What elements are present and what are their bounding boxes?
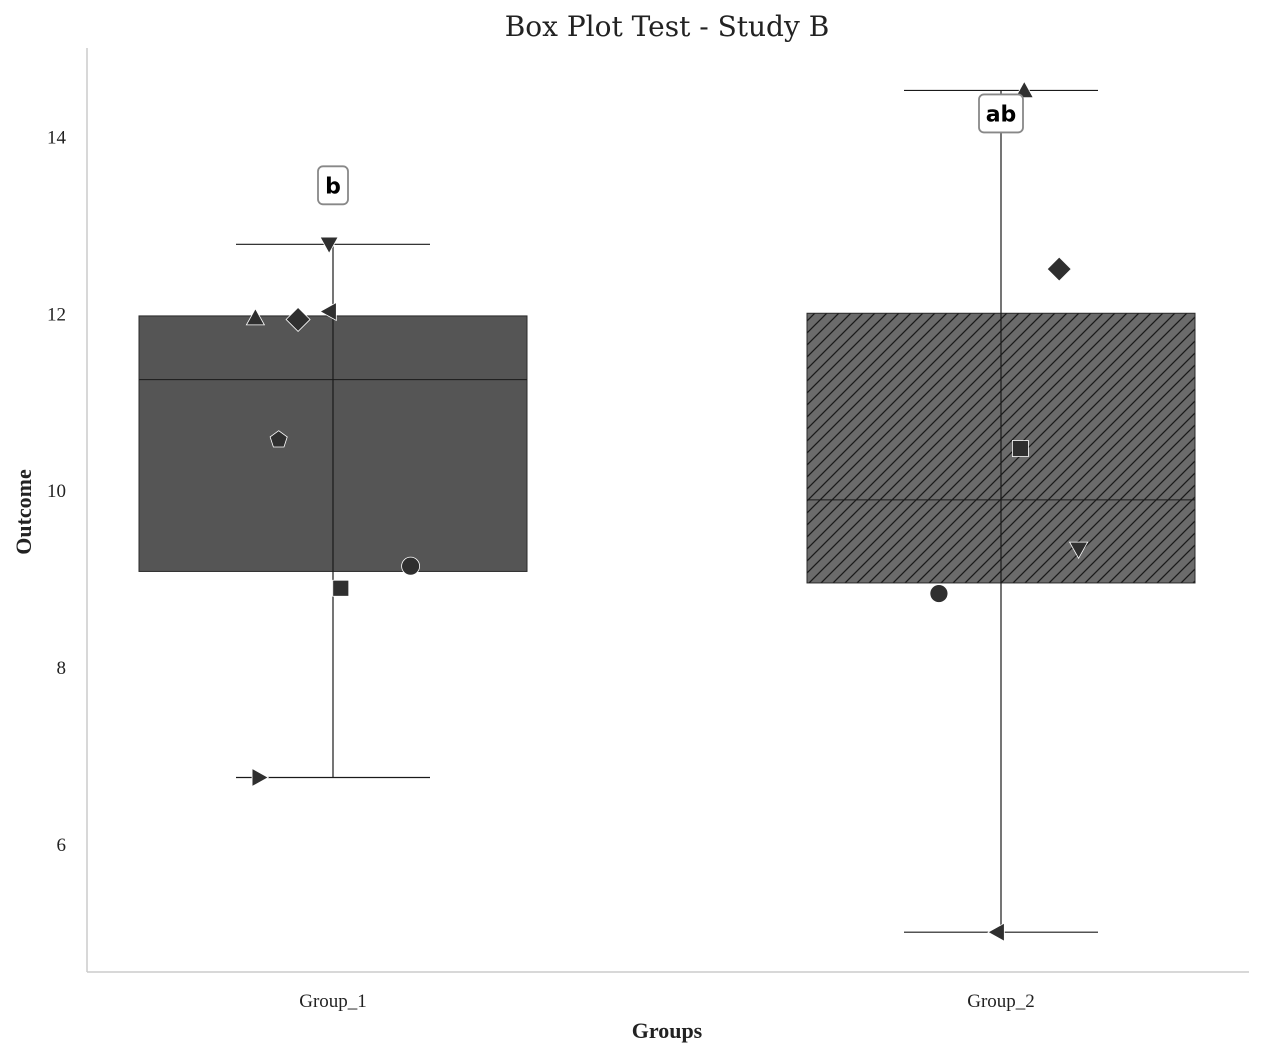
x-tick-label-group-2: Group_2 [967, 991, 1035, 1012]
x-tick-labels: Group_1 Group_2 [299, 991, 1035, 1012]
box-group-1 [138, 243, 528, 779]
data-point-triangle-left [987, 922, 1005, 942]
x-axis-label: Groups [632, 1018, 703, 1043]
data-point-triangle-left [319, 301, 337, 322]
significance-label-frame [978, 93, 1024, 134]
box-group-2 [806, 89, 1196, 933]
data-point-square [332, 579, 350, 597]
y-tick-label: 12 [47, 304, 66, 325]
y-tick-label: 10 [47, 481, 66, 502]
data-point-triangle-right [251, 767, 270, 788]
data-point-square [1012, 440, 1029, 457]
data-point-circle [929, 584, 949, 603]
boxes-layer [138, 89, 1196, 933]
significance-label-text: ab [986, 102, 1017, 127]
data-point-triangle-up [1014, 80, 1034, 99]
y-tick-labels: 6 8 10 12 14 [47, 127, 67, 855]
chart-title: Box Plot Test - Study B [505, 10, 830, 43]
y-tick-label: 8 [57, 658, 67, 679]
data-point-triangle-down [319, 236, 339, 255]
data-point-circle [401, 556, 421, 576]
data-point-pentagon [269, 430, 288, 448]
y-tick-label: 6 [57, 835, 67, 856]
significance-label-text: b [325, 174, 341, 199]
significance-label-group-2: ab [978, 93, 1024, 134]
x-tick-label-group-1: Group_1 [299, 991, 367, 1012]
data-point-triangle-down [1068, 541, 1089, 560]
data-point-triangle-up [245, 307, 266, 326]
significance-label-frame [317, 165, 349, 206]
y-axis-label: Outcome [11, 469, 36, 555]
data-point-diamond [285, 306, 311, 333]
data-point-diamond [1046, 256, 1072, 282]
significance-label-group-1: b [317, 165, 349, 206]
points-layer [245, 80, 1089, 942]
y-tick-label: 14 [47, 127, 67, 148]
significance-labels-layer: b ab [317, 93, 1024, 206]
